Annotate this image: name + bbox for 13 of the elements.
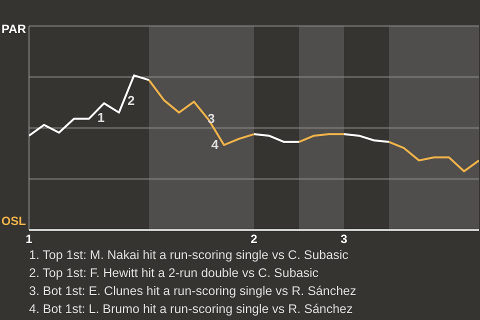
text: 3. Bot 1st: E. Clunes hit a run-scoring single vs R. Sánchez [29, 283, 356, 300]
x-tick-label: 1 [26, 232, 33, 246]
text: 2. Top 1st: F. Hewitt hit a 2-run double vs C. Subasic [29, 265, 320, 282]
x-tick-label: 3 [340, 232, 348, 246]
text: OSL [1, 214, 26, 228]
annotation: 1 [96, 110, 106, 126]
x-tick-label: 2 [250, 232, 258, 246]
text: 4. Bot 1st: L. Brumo hit a run-scoring single vs R. Sánchez [29, 301, 354, 318]
text: PAR [2, 22, 26, 36]
text: 1. Top 1st: M. Nakai hit a run-scoring single vs C. Subasic [29, 247, 350, 264]
annotation: 2 [126, 93, 136, 110]
annotation: 3 [206, 110, 216, 127]
annotation: 4 [210, 137, 220, 154]
